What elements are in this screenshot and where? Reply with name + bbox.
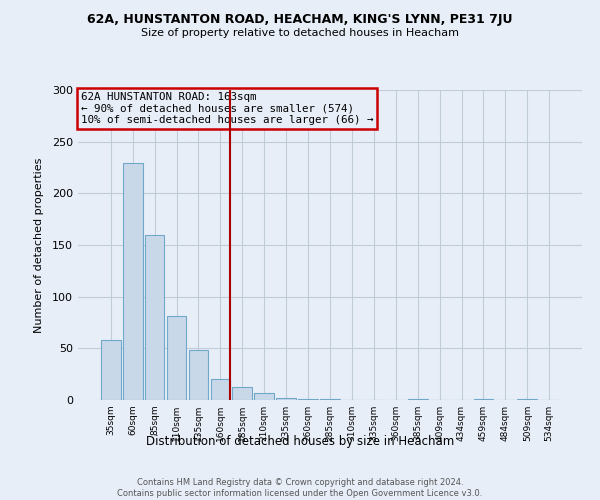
Bar bbox=[320, 399, 340, 400]
Bar bbox=[517, 399, 537, 400]
Bar bbox=[408, 399, 428, 400]
Bar bbox=[101, 340, 121, 400]
Bar bbox=[211, 380, 230, 400]
Bar bbox=[188, 350, 208, 400]
Bar bbox=[254, 393, 274, 400]
Text: Size of property relative to detached houses in Heacham: Size of property relative to detached ho… bbox=[141, 28, 459, 38]
Bar bbox=[232, 386, 252, 400]
Bar bbox=[123, 164, 143, 400]
Text: Distribution of detached houses by size in Heacham: Distribution of detached houses by size … bbox=[146, 435, 454, 448]
Bar bbox=[298, 399, 318, 400]
Bar bbox=[145, 234, 164, 400]
Bar bbox=[276, 398, 296, 400]
Bar bbox=[167, 316, 187, 400]
Text: 62A HUNSTANTON ROAD: 163sqm
← 90% of detached houses are smaller (574)
10% of se: 62A HUNSTANTON ROAD: 163sqm ← 90% of det… bbox=[80, 92, 373, 124]
Y-axis label: Number of detached properties: Number of detached properties bbox=[34, 158, 44, 332]
Text: 62A, HUNSTANTON ROAD, HEACHAM, KING'S LYNN, PE31 7JU: 62A, HUNSTANTON ROAD, HEACHAM, KING'S LY… bbox=[87, 12, 513, 26]
Text: Contains HM Land Registry data © Crown copyright and database right 2024.
Contai: Contains HM Land Registry data © Crown c… bbox=[118, 478, 482, 498]
Bar bbox=[473, 399, 493, 400]
